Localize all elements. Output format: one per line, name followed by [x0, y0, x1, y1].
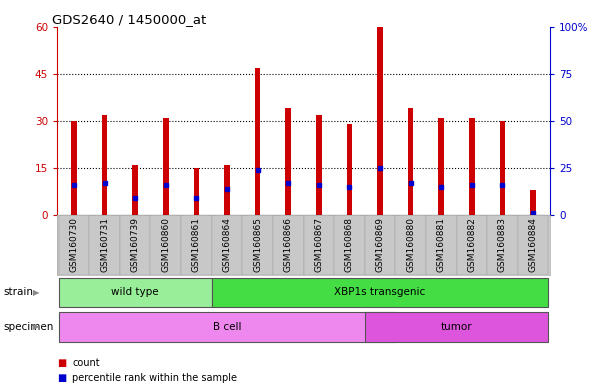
- Bar: [59, 215, 89, 275]
- FancyBboxPatch shape: [59, 278, 212, 308]
- Text: GSM160881: GSM160881: [437, 217, 446, 272]
- FancyBboxPatch shape: [59, 312, 395, 342]
- Bar: [530, 190, 536, 215]
- Text: percentile rank within the sample: percentile rank within the sample: [72, 373, 237, 383]
- Bar: [334, 215, 365, 275]
- Bar: [150, 215, 181, 275]
- Bar: [242, 215, 273, 275]
- Text: GSM160864: GSM160864: [222, 217, 231, 272]
- Text: GSM160739: GSM160739: [130, 217, 139, 272]
- Bar: [316, 115, 322, 215]
- Text: ■: ■: [57, 373, 66, 383]
- Text: GSM160882: GSM160882: [468, 217, 477, 272]
- Bar: [255, 68, 260, 215]
- Bar: [347, 124, 352, 215]
- Text: GSM160865: GSM160865: [253, 217, 262, 272]
- Bar: [120, 215, 150, 275]
- Text: B cell: B cell: [213, 322, 241, 332]
- Bar: [273, 215, 304, 275]
- Text: strain: strain: [3, 287, 33, 297]
- Text: GSM160868: GSM160868: [345, 217, 354, 272]
- Bar: [408, 108, 413, 215]
- Text: specimen: specimen: [3, 322, 53, 332]
- Text: wild type: wild type: [111, 287, 159, 297]
- Text: GSM160730: GSM160730: [70, 217, 78, 272]
- Bar: [487, 215, 518, 275]
- FancyBboxPatch shape: [365, 312, 548, 342]
- Bar: [194, 168, 199, 215]
- Bar: [89, 215, 120, 275]
- Bar: [102, 115, 108, 215]
- Bar: [71, 121, 77, 215]
- Text: GSM160731: GSM160731: [100, 217, 109, 272]
- Text: GSM160866: GSM160866: [284, 217, 293, 272]
- Bar: [439, 118, 444, 215]
- Bar: [365, 215, 395, 275]
- Text: GSM160883: GSM160883: [498, 217, 507, 272]
- Text: ▶: ▶: [33, 322, 40, 331]
- Bar: [395, 215, 426, 275]
- Bar: [132, 165, 138, 215]
- Bar: [426, 215, 457, 275]
- Text: GSM160867: GSM160867: [314, 217, 323, 272]
- Text: tumor: tumor: [441, 322, 472, 332]
- Text: GSM160861: GSM160861: [192, 217, 201, 272]
- Bar: [285, 108, 291, 215]
- Bar: [518, 215, 548, 275]
- Bar: [212, 215, 242, 275]
- Bar: [457, 215, 487, 275]
- Text: GSM160869: GSM160869: [376, 217, 385, 272]
- Text: GSM160880: GSM160880: [406, 217, 415, 272]
- Bar: [181, 215, 212, 275]
- Bar: [224, 165, 230, 215]
- FancyBboxPatch shape: [212, 278, 548, 308]
- Bar: [304, 215, 334, 275]
- Bar: [469, 118, 475, 215]
- Text: count: count: [72, 358, 100, 368]
- Bar: [377, 27, 383, 215]
- Text: XBP1s transgenic: XBP1s transgenic: [334, 287, 426, 297]
- Bar: [163, 118, 168, 215]
- Text: ▶: ▶: [33, 288, 40, 297]
- Bar: [499, 121, 505, 215]
- Text: GSM160860: GSM160860: [161, 217, 170, 272]
- Text: GDS2640 / 1450000_at: GDS2640 / 1450000_at: [52, 13, 206, 26]
- Text: ■: ■: [57, 358, 66, 368]
- Text: GSM160884: GSM160884: [529, 217, 537, 272]
